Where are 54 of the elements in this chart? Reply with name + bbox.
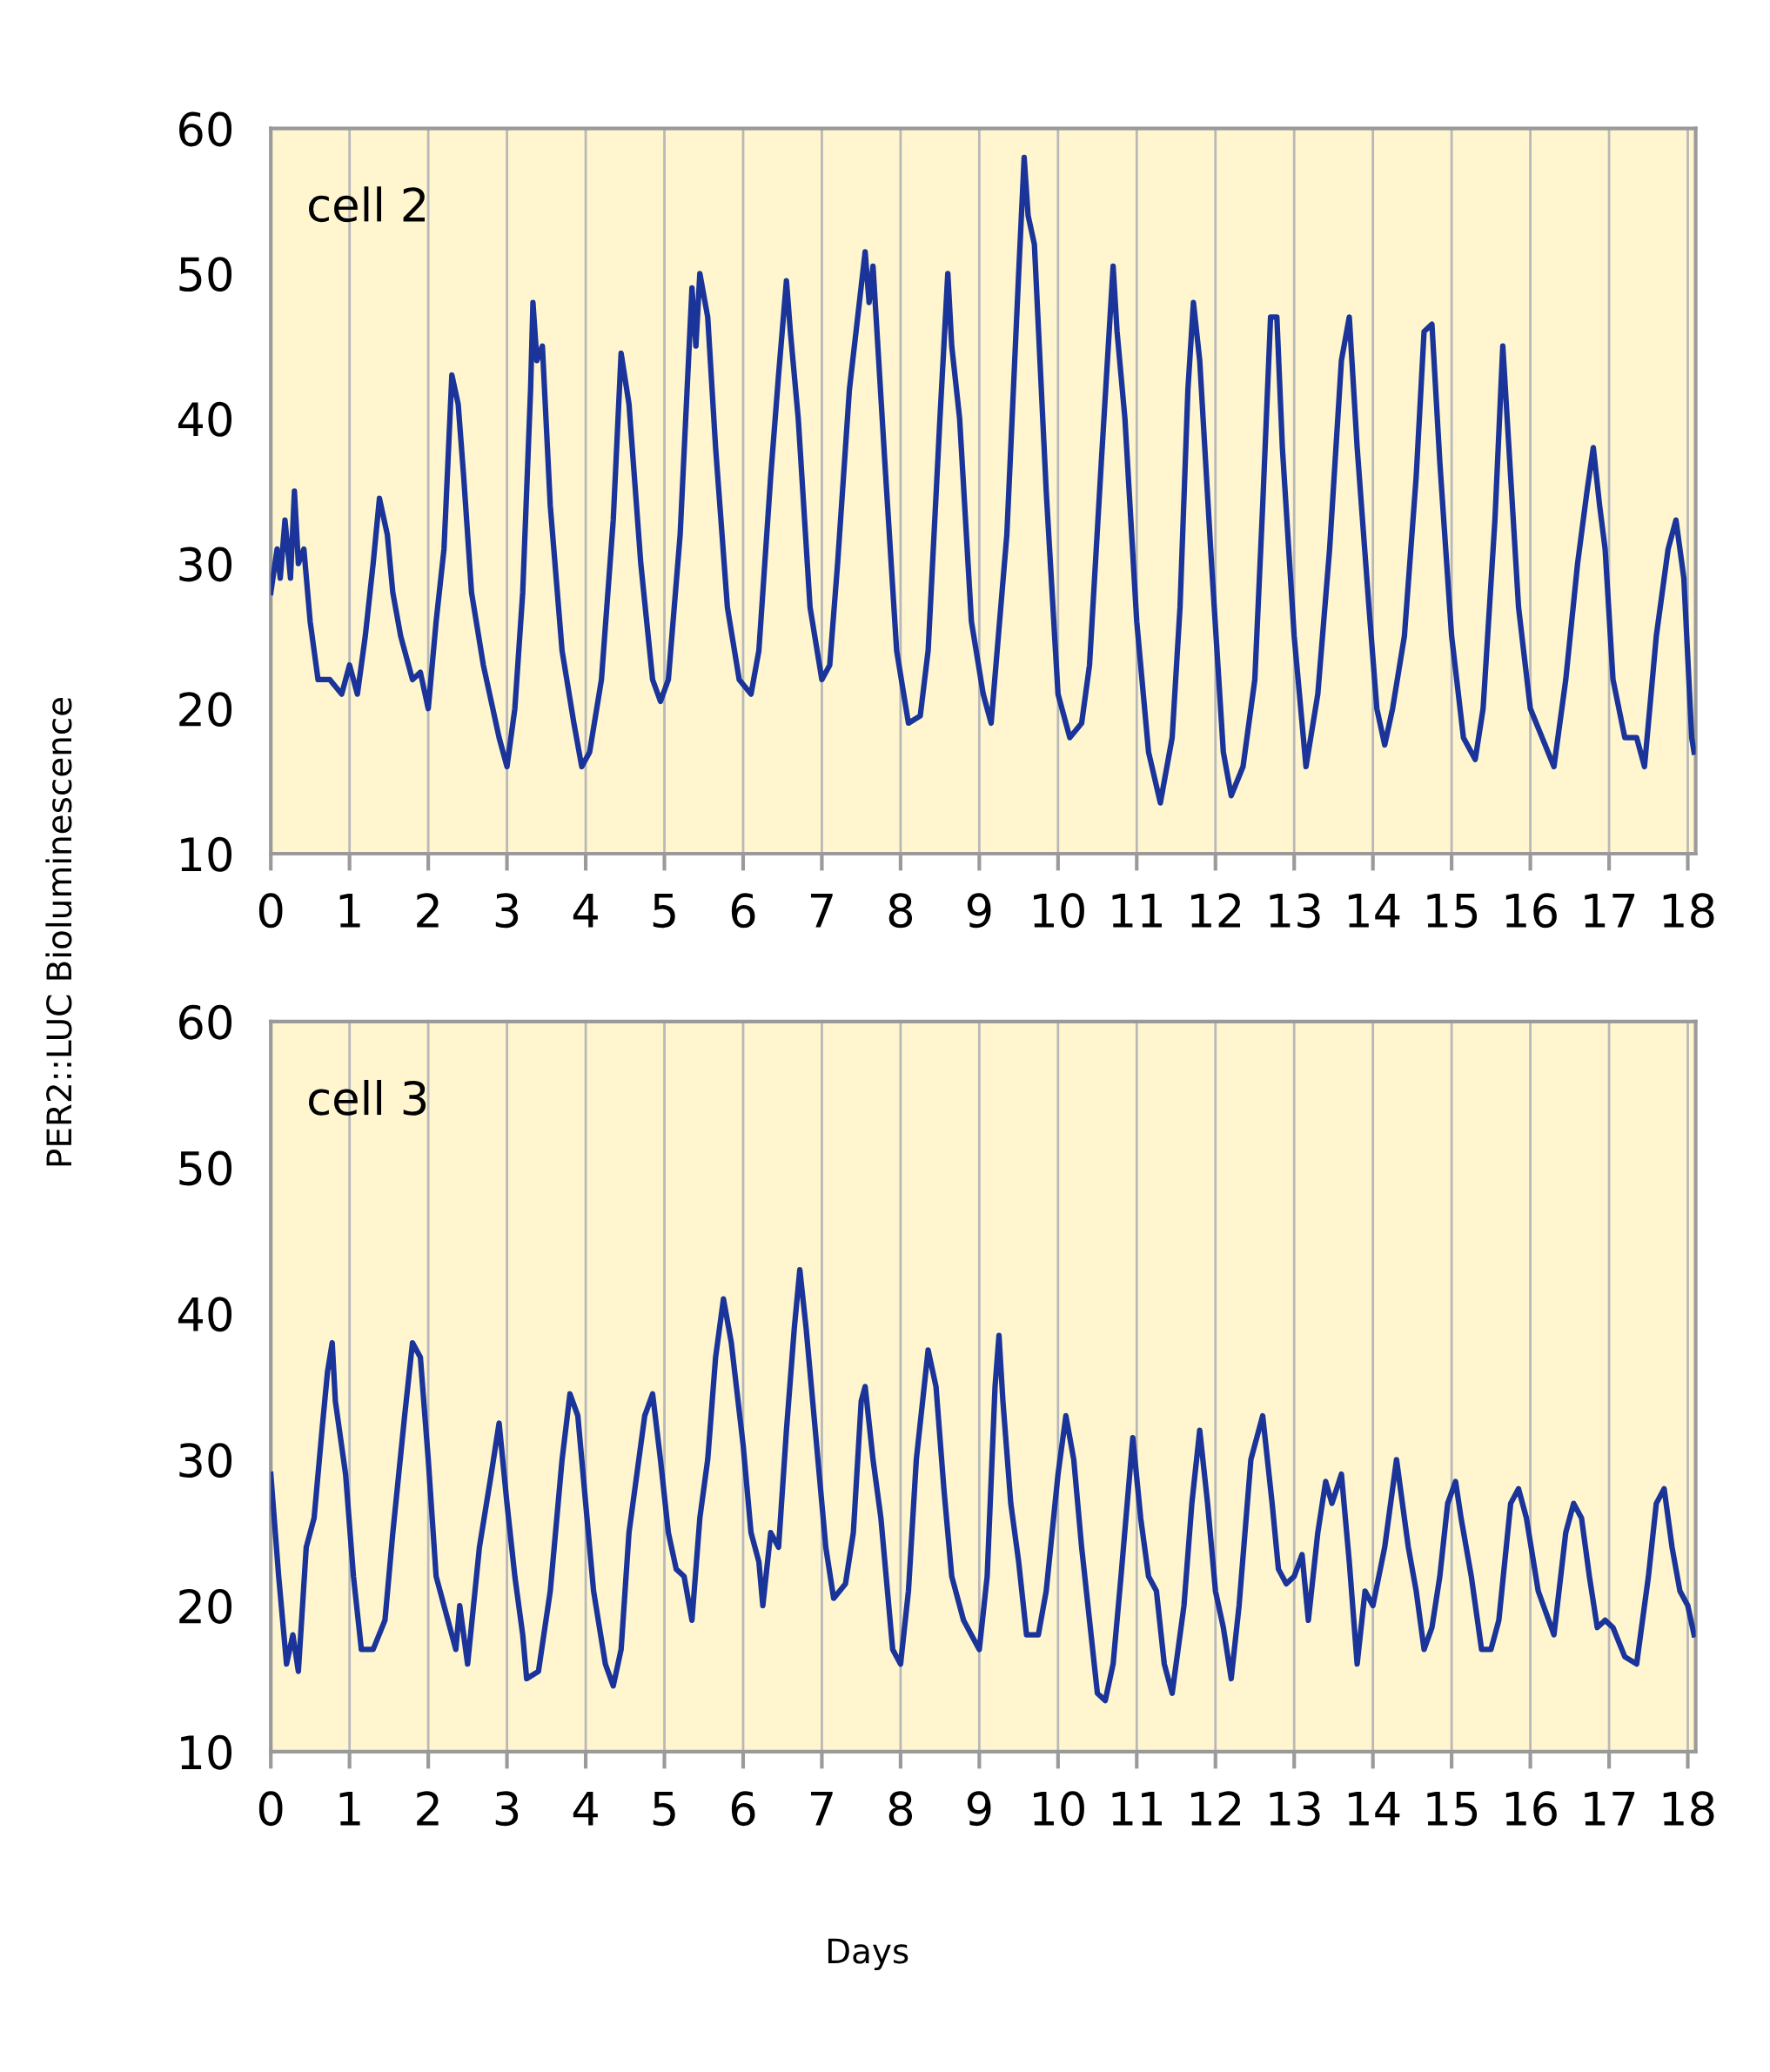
x-tick-label: 10 xyxy=(1034,893,1084,929)
y-tick-label: 10 xyxy=(181,836,232,872)
x-tick-label: 5 xyxy=(653,894,675,929)
x-tick-label: 11 xyxy=(1112,1791,1162,1826)
x-tick-label: 2 xyxy=(417,893,439,928)
x-tick-label: 8 xyxy=(888,893,913,929)
x-tick-label: 9 xyxy=(967,893,991,929)
x-tick-label: 16 xyxy=(1505,893,1557,929)
x-tick-label: 12 xyxy=(1190,1791,1241,1826)
y-tick-label: 20 xyxy=(179,1588,232,1624)
y-tick-label: 60 xyxy=(179,1004,232,1040)
x-tick-label: 8 xyxy=(888,1791,913,1827)
x-tick-label: 9 xyxy=(967,1791,991,1827)
x-tick-label: 1 xyxy=(339,894,360,928)
x-tick-label: 15 xyxy=(1427,894,1478,929)
x-tick-label: 0 xyxy=(258,893,283,929)
x-tick-label: 10 xyxy=(1034,1791,1084,1827)
x-tick-label: 14 xyxy=(1348,1791,1400,1826)
x-tick-label: 17 xyxy=(1585,894,1635,928)
x-tick-label: 16 xyxy=(1505,1791,1557,1827)
x-tick-label: 2 xyxy=(417,1791,439,1826)
x-tick-label: 15 xyxy=(1427,1791,1478,1827)
y-tick-label: 60 xyxy=(179,111,232,147)
y-tick-label: 50 xyxy=(179,257,232,292)
x-tick-label: 3 xyxy=(495,893,519,929)
y-tick-label: 10 xyxy=(181,1734,232,1770)
x-tick-label: 3 xyxy=(495,1791,519,1827)
y-tick-label: 40 xyxy=(178,401,232,437)
x-axis-title: Days xyxy=(828,1938,908,1971)
y-tick-label: 40 xyxy=(178,1297,232,1332)
annotation: cell 3 xyxy=(309,1079,426,1116)
y-tick-label: 50 xyxy=(179,1150,232,1186)
x-tick-label: 13 xyxy=(1270,893,1320,929)
x-tick-label: 4 xyxy=(573,1791,598,1826)
x-tick-label: 13 xyxy=(1270,1791,1320,1827)
x-tick-label: 12 xyxy=(1190,893,1241,928)
y-tick-label: 20 xyxy=(179,692,232,728)
y-tick-label: 30 xyxy=(179,546,232,582)
x-tick-label: 6 xyxy=(731,893,755,929)
y-axis-title: PER2::LUC Bioluminescence xyxy=(45,697,72,1166)
x-tick-label: 14 xyxy=(1348,894,1400,928)
x-tick-label: 11 xyxy=(1112,894,1162,928)
annotation: cell 2 xyxy=(309,186,426,223)
x-tick-label: 7 xyxy=(810,1791,833,1826)
x-tick-label: 5 xyxy=(653,1791,675,1827)
y-tick-label: 30 xyxy=(179,1443,232,1479)
x-tick-label: 1 xyxy=(339,1791,360,1826)
x-tick-label: 7 xyxy=(810,894,833,928)
x-tick-label: 18 xyxy=(1663,1791,1714,1827)
x-tick-label: 18 xyxy=(1663,893,1714,929)
x-tick-label: 4 xyxy=(573,894,598,928)
x-tick-label: 6 xyxy=(731,1791,755,1827)
x-tick-label: 17 xyxy=(1585,1791,1635,1826)
x-tick-label: 0 xyxy=(258,1791,283,1827)
